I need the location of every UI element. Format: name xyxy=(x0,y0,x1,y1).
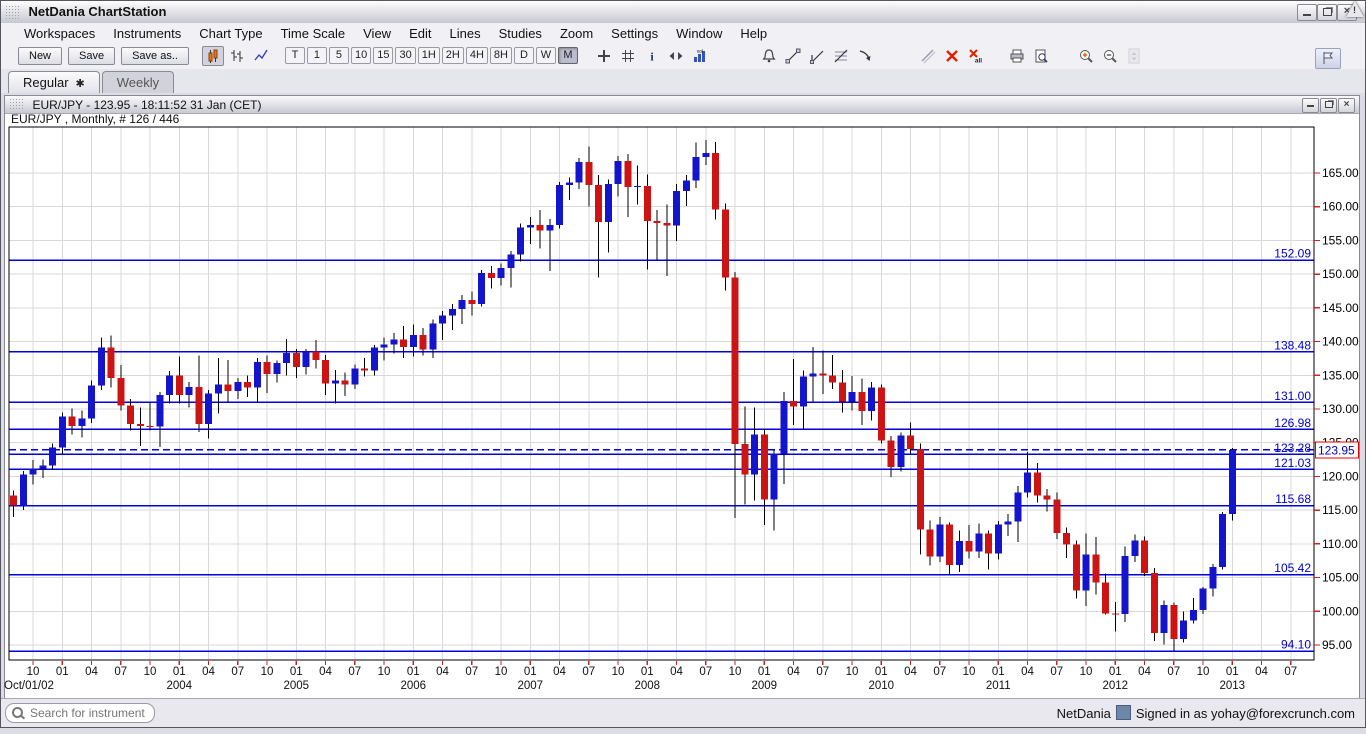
search-input[interactable] xyxy=(28,705,152,721)
timeframe-button-15[interactable]: 15 xyxy=(373,47,394,64)
fibonacci-tool-icon[interactable] xyxy=(830,46,852,66)
draw-line-icon[interactable] xyxy=(917,46,939,66)
signin-status: NetDania Signed in as yohay@forexcrunch.c… xyxy=(1057,705,1355,721)
menu-item-time-scale[interactable]: Time Scale xyxy=(280,26,346,41)
menu-item-chart-type[interactable]: Chart Type xyxy=(199,26,263,41)
tab-regular[interactable]: Regular ✱ xyxy=(8,71,100,93)
minimize-button[interactable] xyxy=(1297,4,1317,21)
minimize-icon xyxy=(1303,5,1311,16)
print-preview-icon[interactable] xyxy=(1030,46,1052,66)
brand-logo-icon xyxy=(1115,705,1131,720)
menu-item-lines[interactable]: Lines xyxy=(449,26,481,41)
chart-window: EUR/JPY - 123.95 - 18:11:52 31 Jan (CET)… xyxy=(4,95,1360,700)
svg-text:all: all xyxy=(975,58,982,65)
brand-label: NetDania xyxy=(1056,706,1111,721)
timeframe-button-m[interactable]: M xyxy=(557,47,578,64)
chart-minimize-button[interactable] xyxy=(1302,98,1319,113)
restore-button[interactable] xyxy=(1317,4,1337,21)
volume-icon[interactable]: vol xyxy=(689,46,711,66)
save-workspace-button[interactable]: Save xyxy=(68,47,116,65)
scroll-arrows-icon[interactable] xyxy=(665,46,687,66)
workspace-tab-row: Regular ✱ Weekly xyxy=(1,69,1365,94)
pin-panel-button[interactable] xyxy=(1315,48,1341,69)
timeframe-button-w[interactable]: W xyxy=(535,47,556,64)
crosshair-icon[interactable] xyxy=(593,46,615,66)
timeframe-button-1[interactable]: 1 xyxy=(306,47,327,64)
chart-close-button[interactable]: × xyxy=(1338,98,1355,113)
svg-text:vol: vol xyxy=(697,49,703,55)
search-icon xyxy=(12,707,23,718)
arrow-annotation-icon[interactable] xyxy=(854,46,876,66)
app-title: NetDania ChartStation xyxy=(28,4,167,19)
alert-bell-icon[interactable] xyxy=(758,46,780,66)
angle-trend-line-icon[interactable] xyxy=(806,46,828,66)
zoom-spinner-icon[interactable] xyxy=(1123,46,1145,66)
timeframe-button-1h[interactable]: 1H xyxy=(417,47,440,64)
restore-icon xyxy=(1322,8,1332,16)
menu-item-settings[interactable]: Settings xyxy=(611,26,659,41)
menu-item-zoom[interactable]: Zoom xyxy=(559,26,594,41)
delete-all-icon[interactable]: all xyxy=(965,46,987,66)
menu-bar: Workspaces Instruments Chart Type Time Scal… xyxy=(1,23,1365,46)
warning-icon[interactable]: ! xyxy=(1346,1,1364,17)
chart-restore-button[interactable] xyxy=(1320,98,1337,113)
menu-item-workspaces[interactable]: Workspaces xyxy=(24,26,96,41)
line-chart-icon[interactable] xyxy=(250,46,272,66)
save-as-button[interactable]: Save as.. xyxy=(121,47,189,65)
delete-selected-icon[interactable] xyxy=(941,46,963,66)
timeframe-button-8h[interactable]: 8H xyxy=(489,47,512,64)
signed-in-label: Signed in as yohay@forexcrunch.com xyxy=(1135,706,1355,721)
timeframe-button-10[interactable]: 10 xyxy=(350,47,372,64)
candlestick-chart-icon[interactable] xyxy=(201,46,224,66)
menu-item-edit[interactable]: Edit xyxy=(409,26,432,41)
window-grip-icon xyxy=(5,5,20,19)
timeframe-button-4h[interactable]: 4H xyxy=(465,47,488,64)
chart-window-title-bar[interactable]: EUR/JPY - 123.95 - 18:11:52 31 Jan (CET)… xyxy=(5,96,1359,114)
timeframe-button-5[interactable]: 5 xyxy=(328,47,349,64)
timeframe-button-30[interactable]: 30 xyxy=(395,47,416,64)
new-workspace-button[interactable]: New xyxy=(18,47,63,65)
menu-item-help[interactable]: Help xyxy=(740,26,768,41)
menu-item-studies[interactable]: Studies xyxy=(498,26,542,41)
menu-item-instruments[interactable]: Instruments xyxy=(113,26,182,41)
title-bar[interactable]: NetDania ChartStation × ! xyxy=(1,1,1365,24)
trend-line-icon[interactable] xyxy=(782,46,804,66)
zoom-out-icon[interactable] xyxy=(1099,46,1121,66)
status-bar: NetDania Signed in as yohay@forexcrunch.c… xyxy=(1,698,1365,727)
instrument-label: EUR/JPY , Monthly, # 126 / 446 xyxy=(11,112,180,126)
zoom-in-icon[interactable] xyxy=(1075,46,1097,66)
bar-chart-icon[interactable] xyxy=(226,46,248,66)
chart-window-grip-icon xyxy=(9,98,24,109)
timeframe-button-t[interactable]: T xyxy=(284,47,305,64)
instrument-search-box[interactable] xyxy=(5,703,155,723)
info-icon[interactable]: i xyxy=(641,46,663,66)
print-icon[interactable] xyxy=(1006,46,1028,66)
grid-icon[interactable] xyxy=(617,46,639,66)
timeframe-button-d[interactable]: D xyxy=(513,47,534,64)
chart-window-title: EUR/JPY - 123.95 - 18:11:52 31 Jan (CET) xyxy=(32,98,262,112)
menu-item-window[interactable]: Window xyxy=(676,26,723,41)
timeframe-button-2h[interactable]: 2H xyxy=(441,47,464,64)
svg-text:i: i xyxy=(650,50,654,64)
menu-item-view[interactable]: View xyxy=(363,26,392,41)
tab-weekly[interactable]: Weekly xyxy=(101,71,175,93)
